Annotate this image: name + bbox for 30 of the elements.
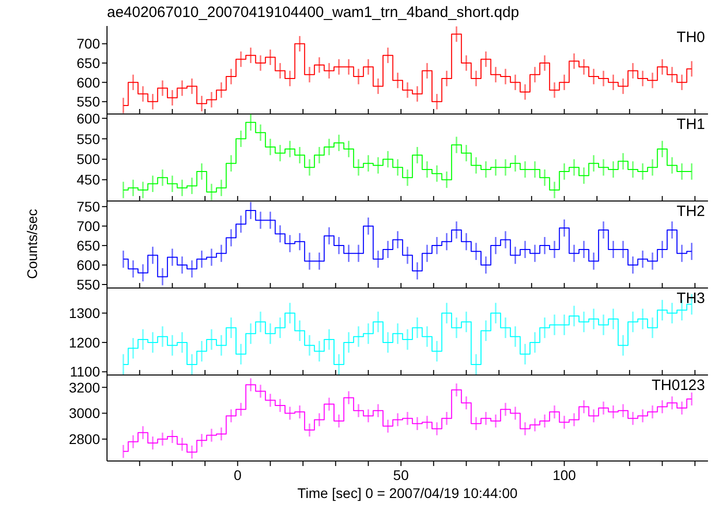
y-tick-label: 1200 xyxy=(68,334,100,350)
y-tick-label: 3200 xyxy=(68,379,100,396)
y-tick-label: 700 xyxy=(76,218,100,234)
x-tick-label: 50 xyxy=(392,467,410,483)
x-axis-title: Time [sec] 0 = 2007/04/19 10:44:00 xyxy=(296,485,519,501)
series-label: TH2 xyxy=(676,203,705,220)
x-tick-label: 100 xyxy=(552,467,577,483)
y-tick-label: 550 xyxy=(76,94,100,110)
y-tick-label: 1100 xyxy=(70,364,100,380)
y-tick-label: 650 xyxy=(76,55,100,72)
y-tick-label: 2800 xyxy=(68,431,100,448)
y-tick-label: 600 xyxy=(76,74,100,90)
y-tick-label: 600 xyxy=(76,256,100,273)
y-tick-label: 3000 xyxy=(68,405,100,422)
y-tick-label: 700 xyxy=(76,36,100,52)
y-tick-label: 500 xyxy=(76,151,100,168)
series-label: TH1 xyxy=(676,116,705,133)
chart-title: ae402067010_20070419104400_wam1_trn_4band_short.qdp xyxy=(107,4,520,21)
y-axis-title: Counts/sec xyxy=(24,208,40,280)
series-label: TH3 xyxy=(676,290,705,307)
y-tick-label: 750 xyxy=(76,198,100,215)
y-tick-label: 450 xyxy=(76,172,100,188)
y-tick-label: 650 xyxy=(76,238,100,254)
x-tick-label: 0 xyxy=(232,467,243,483)
y-tick-label: 550 xyxy=(76,130,100,147)
series-label: TH0 xyxy=(676,29,705,46)
y-tick-label: 1300 xyxy=(68,305,100,322)
y-tick-label: 550 xyxy=(76,276,100,292)
series-label: TH0123 xyxy=(652,377,705,394)
y-tick-label: 600 xyxy=(76,110,100,126)
